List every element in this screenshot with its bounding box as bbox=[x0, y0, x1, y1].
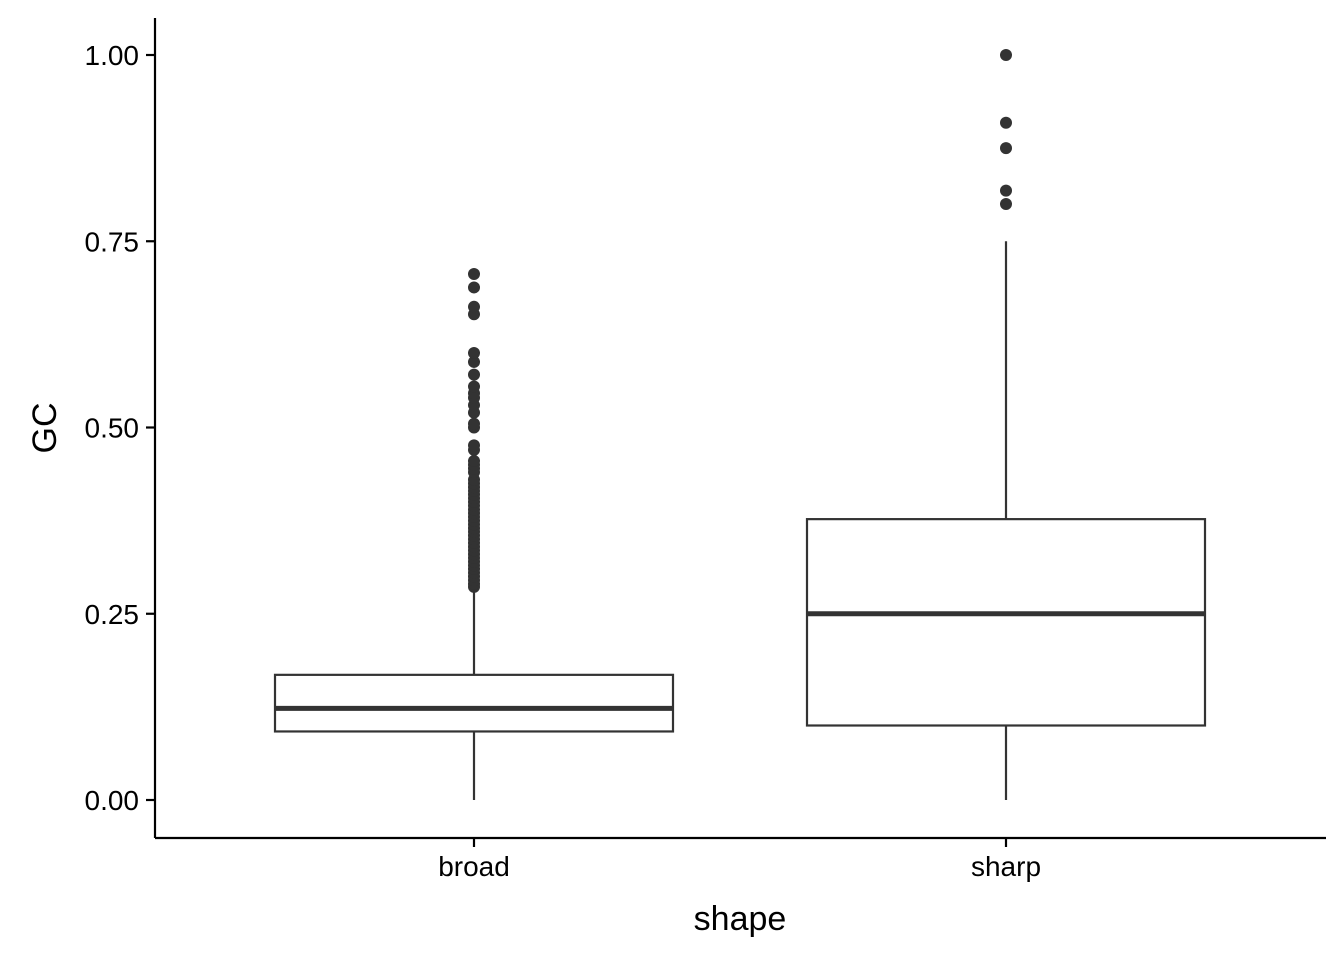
x-axis-title: shape bbox=[694, 900, 787, 938]
outlier-point bbox=[1000, 116, 1012, 129]
y-tick-label: 0.75 bbox=[85, 226, 140, 257]
outlier-point bbox=[468, 281, 480, 294]
outlier-point bbox=[1000, 49, 1012, 61]
plot-area bbox=[273, 49, 1207, 800]
outlier-point bbox=[468, 439, 480, 452]
outlier-point bbox=[468, 355, 480, 368]
outlier-point bbox=[468, 368, 480, 381]
x-tick-label: broad bbox=[438, 851, 510, 882]
outlier-point bbox=[468, 380, 480, 393]
y-tick-label: 0.00 bbox=[85, 785, 140, 816]
iqr-box bbox=[805, 518, 1207, 727]
outlier-point bbox=[468, 347, 480, 359]
outlier-point bbox=[468, 300, 480, 313]
y-tick-label: 1.00 bbox=[85, 40, 140, 71]
outlier-point bbox=[1000, 142, 1012, 155]
outlier-point bbox=[468, 268, 480, 281]
y-tick-label: 0.50 bbox=[85, 413, 140, 444]
outlier-point bbox=[468, 417, 480, 430]
outlier-point bbox=[1000, 184, 1012, 197]
outlier-point bbox=[468, 455, 480, 468]
iqr-box bbox=[273, 673, 675, 733]
box-group-sharp bbox=[805, 49, 1207, 800]
y-axis-title: GC bbox=[26, 403, 64, 454]
y-tick-label: 0.25 bbox=[85, 599, 140, 630]
outlier-point bbox=[1000, 198, 1012, 210]
axis-ticks: 0.00 0.25 0.50 0.75 1.00 broad sharp bbox=[85, 40, 1042, 882]
x-tick-label: sharp bbox=[971, 851, 1041, 882]
box-group-broad bbox=[273, 268, 675, 800]
